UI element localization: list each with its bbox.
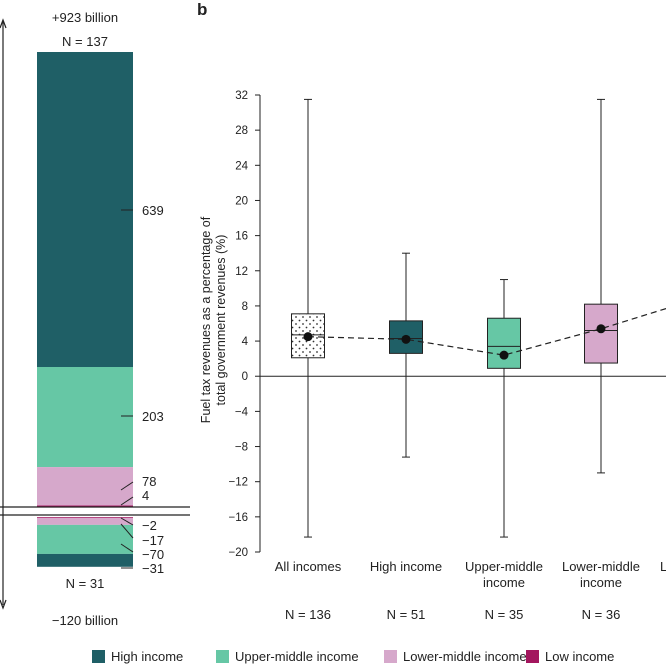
x-category-label: Upper-middle [465, 559, 543, 574]
box [487, 317, 521, 369]
y-tick-label: 12 [235, 266, 248, 278]
legend-swatch [526, 650, 539, 663]
segment-value-label: −31 [142, 561, 164, 576]
y-tick-label: 24 [235, 160, 248, 172]
bar-segment [37, 517, 133, 518]
y-tick-label: −16 [228, 512, 248, 524]
bar-segment [37, 52, 133, 367]
y-tick-label: 16 [235, 231, 248, 243]
box-plot-panel: b 32 28 24 20 16 12 8 4 0 −4 −8 −12 −16 −20 Fuel tax re… [197, 0, 666, 622]
y-tick-label: −8 [235, 442, 248, 454]
box [389, 320, 423, 354]
segment-value-label: −70 [142, 547, 164, 562]
segment-value-label: −2 [142, 518, 157, 533]
legend-swatch [216, 650, 229, 663]
down-arrow-icon [0, 599, 7, 610]
leader-tick [120, 543, 134, 553]
leader-tick [120, 496, 134, 506]
bottom-total-label: −120 billion [52, 613, 118, 628]
legend-label: High income [111, 649, 183, 664]
mean-trend-line [307, 307, 666, 356]
bar-segment [37, 517, 133, 525]
y-tick-label: 4 [242, 336, 249, 348]
mean-point [499, 350, 509, 360]
y-tick-label: 32 [235, 90, 248, 102]
up-arrow-icon [0, 18, 7, 29]
y-axis-title-line: total government revenues (%) [214, 235, 228, 406]
group-n-label: N = 36 [582, 607, 621, 622]
mean-point [596, 324, 606, 334]
stacked-bar-panel: +923 billion N = 137 N = 31 −120 billion 639… [0, 10, 190, 628]
bar-segment [37, 553, 133, 567]
legend-label: Lower-middle income [403, 649, 527, 664]
y-tick-label: 28 [235, 125, 248, 137]
leader-tick [120, 517, 134, 526]
group-n-label: N = 136 [285, 607, 331, 622]
leader-tick [120, 523, 134, 539]
legend-label: Low income [545, 649, 614, 664]
segment-value-label: 4 [142, 488, 149, 503]
bar-segment [37, 367, 133, 468]
segment-value-label: 639 [142, 203, 164, 218]
partial-category-label: L [660, 559, 666, 574]
x-category-label: High income [370, 559, 442, 574]
x-category-label: Lower-middle [562, 559, 640, 574]
segment-value-label: 78 [142, 474, 156, 489]
leader-tick [120, 481, 134, 491]
box [584, 303, 618, 364]
segment-value-label: −17 [142, 533, 164, 548]
y-tick-label: 8 [242, 301, 248, 313]
bar-segment [37, 467, 133, 506]
mean-point [401, 334, 411, 344]
top-total-label: +923 billion [52, 10, 118, 25]
group-n-label: N = 51 [387, 607, 426, 622]
legend-swatch [384, 650, 397, 663]
y-tick-label: −12 [228, 477, 248, 489]
top-n-label: N = 137 [62, 34, 108, 49]
y-axis-title: Fuel tax revenues as a percentage oftota… [199, 216, 228, 423]
legend-label: Upper-middle income [235, 649, 359, 664]
x-category-label: income [580, 575, 622, 590]
legend: High income Upper-middle income Lower-midd… [92, 649, 614, 664]
y-tick-label: −4 [235, 406, 249, 418]
segment-value-label: 203 [142, 409, 164, 424]
y-tick-label: −20 [228, 547, 248, 559]
group-n-label: N = 35 [485, 607, 524, 622]
panel-label: b [197, 0, 207, 19]
legend-swatch [92, 650, 105, 663]
y-axis-title-line: Fuel tax revenues as a percentage of [199, 216, 213, 423]
x-category-label: income [483, 575, 525, 590]
y-tick-label: 20 [235, 195, 248, 207]
y-tick-label: 0 [242, 371, 248, 383]
mean-point [303, 332, 313, 342]
x-category-label: All incomes [275, 559, 342, 574]
bar-segment [37, 524, 133, 554]
bottom-n-label: N = 31 [66, 576, 105, 591]
